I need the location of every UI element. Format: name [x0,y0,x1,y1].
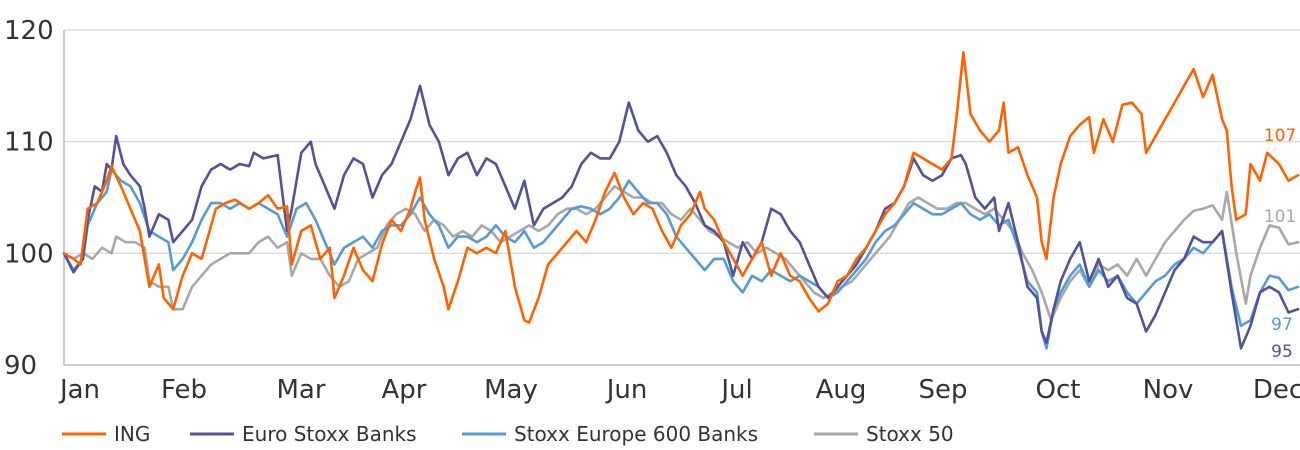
x-axis-ticks: Jan Feb Mar Apr May Jun Jul Aug Sep Oct Nov Dec [58,375,1300,405]
x-tick-label: Feb [161,375,207,405]
x-tick-label: Dec [1253,375,1300,405]
end-label: 97 [1271,315,1293,335]
x-tick-label: Mar [276,375,325,405]
y-tick-label: 110 [4,128,54,158]
legend-label: Euro Stoxx Banks [242,422,417,446]
legend-label: Stoxx 50 [866,422,954,446]
x-tick-label: Apr [382,375,427,405]
x-tick-label: Jul [719,375,752,405]
x-tick-label: Aug [816,375,867,405]
x-tick-label: Nov [1143,375,1194,405]
legend-item: Stoxx 50 [814,422,954,446]
end-label: 107 [1264,126,1296,146]
y-tick-label: 120 [4,16,54,46]
legend-label: ING [114,422,150,446]
series-line-stoxx-europe-600-banks [62,168,1300,350]
legend-item: ING [62,422,150,446]
series-line-euro-stoxx-banks [62,84,1300,350]
end-labels: 107 95 97 101 [1264,126,1296,362]
legend: ING Euro Stoxx Banks Stoxx Europe 600 Bank… [62,422,954,446]
end-label: 95 [1271,342,1293,362]
x-tick-label: Jun [605,375,648,405]
series-line-ing [62,51,1300,324]
gridlines [64,29,1300,366]
legend-item: Stoxx Europe 600 Banks [462,422,758,446]
x-tick-label: Jan [58,375,100,405]
x-tick-label: May [484,375,538,405]
y-tick-label: 90 [4,351,37,381]
x-tick-label: Oct [1036,375,1081,405]
end-label: 101 [1264,207,1296,227]
y-axis-ticks: 90 100 110 120 [4,16,54,381]
series-lines [62,51,1300,350]
x-tick-label: Sep [918,375,967,405]
legend-item: Euro Stoxx Banks [190,422,417,446]
y-tick-label: 100 [4,239,54,269]
legend-label: Stoxx Europe 600 Banks [514,422,758,446]
series-line-stoxx-50 [62,185,1300,322]
